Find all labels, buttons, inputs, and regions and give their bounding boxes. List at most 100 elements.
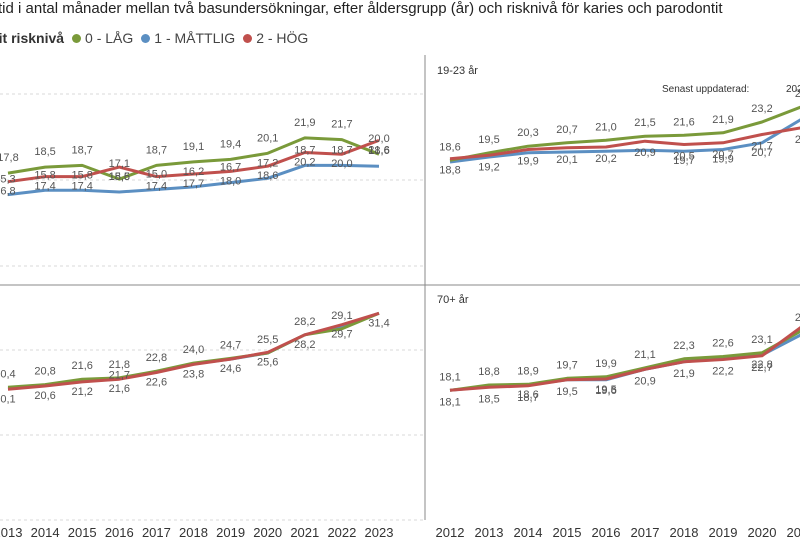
- data-label: 24,0: [183, 344, 204, 356]
- data-label: 17,4: [71, 181, 92, 193]
- data-label: 19,9: [712, 154, 733, 166]
- chart-title: tid i antal månader mellan två basunders…: [0, 0, 723, 17]
- data-label: 22,3: [673, 340, 694, 352]
- data-label: 20,2: [294, 157, 315, 169]
- updated-label: Senast uppdaterad:: [662, 84, 749, 95]
- legend-label-low: 0 - LÅG: [85, 30, 134, 46]
- x-tick-label: 2014: [514, 525, 543, 540]
- x-tick-label: 2018: [179, 525, 208, 540]
- data-label: 21,5: [634, 117, 655, 129]
- data-label: 24,6: [220, 363, 241, 375]
- data-label: 20,6: [34, 390, 55, 402]
- x-tick-label: 2017: [142, 525, 171, 540]
- data-label: 21,7: [109, 370, 130, 382]
- x-tick-label: 2021: [290, 525, 319, 540]
- data-label: 18,1: [439, 396, 460, 408]
- data-label: 20,7: [556, 124, 577, 136]
- data-label: 16,7: [220, 162, 241, 174]
- data-label: 20,2: [595, 153, 616, 165]
- data-label: 22: [795, 134, 800, 146]
- data-label: 20,5: [673, 151, 694, 163]
- data-label: 15,8: [34, 169, 55, 181]
- series-line-top-right-0: [449, 105, 800, 162]
- legend-item-moderate: 1 - MÅTTLIG: [141, 30, 235, 46]
- series-layer: [7, 105, 800, 392]
- data-label: 20,0: [331, 158, 352, 170]
- data-label: 21,9: [673, 368, 694, 380]
- data-label: 19,9: [595, 358, 616, 370]
- data-label: 25: [795, 88, 800, 100]
- x-tick-label: 2019: [709, 525, 738, 540]
- updated-value: 2024: [786, 84, 800, 95]
- series-line-top-left-1: [7, 163, 380, 197]
- legend-dot-moderate-icon: [141, 33, 151, 43]
- legend-heading: tit risknivå: [0, 30, 65, 46]
- x-tick-label: 2022: [327, 525, 356, 540]
- data-label: 17,1: [109, 158, 130, 170]
- data-label: 22,8: [146, 352, 167, 364]
- data-label: 18,7: [331, 144, 352, 156]
- data-label: 15,6: [109, 171, 130, 183]
- data-label: 23,2: [751, 103, 772, 115]
- series-line-top-left-0: [7, 136, 380, 181]
- series-line-bottom-left-2: [7, 311, 380, 391]
- data-label: 19,5: [595, 384, 616, 396]
- data-label: 21,6: [109, 383, 130, 395]
- data-label: 19,7: [556, 359, 577, 371]
- data-label: 22,6: [146, 377, 167, 389]
- data-label: 19,7: [673, 155, 694, 167]
- legend-label-high: 2 - HÖG: [256, 30, 309, 46]
- data-label: 17,2: [257, 157, 278, 169]
- x-tick-label: 2018: [670, 525, 699, 540]
- data-label: 24,7: [220, 339, 241, 351]
- data-label: 18,8: [478, 366, 499, 378]
- legend-label-moderate: 1 - MÅTTLIG: [154, 30, 236, 46]
- legend-item-high: 2 - HÖG: [243, 30, 308, 46]
- data-label: 17,4: [34, 181, 55, 193]
- panel-label-70plus: 70+ år: [437, 294, 469, 306]
- data-label: 20,1: [556, 154, 577, 166]
- x-tick-label: 2016: [592, 525, 621, 540]
- data-label: 18,0: [220, 175, 241, 187]
- data-label: 17,7: [183, 178, 204, 190]
- x-tick-label: 2014: [31, 525, 60, 540]
- data-label: 18,6: [368, 145, 389, 157]
- data-label: 22,8: [751, 359, 772, 371]
- data-label: 0,1: [0, 393, 15, 405]
- data-label: 18,5: [478, 393, 499, 405]
- x-tick-label: 2013: [0, 525, 22, 540]
- data-label: 19,5: [556, 386, 577, 398]
- series-line-bottom-right-2: [449, 326, 800, 392]
- series-line-top-right-2: [449, 126, 800, 161]
- data-label: 19,2: [478, 161, 499, 173]
- data-label: 20,1: [257, 132, 278, 144]
- data-label: 21,2: [71, 386, 92, 398]
- data-label: 20,7: [751, 147, 772, 159]
- data-label: 20,9: [634, 147, 655, 159]
- data-label-layer: 5,3 15,8 15,8 15,6 15,0 16,2 16,7 17,218,7 18,7 1…: [0, 88, 800, 408]
- data-label: 19,4: [220, 138, 241, 150]
- data-label: 23,8: [183, 368, 204, 380]
- x-tick-layer: 2013 2014 2015 2016 2017 2018 2019 2020 2021 2022…: [0, 525, 800, 540]
- data-label: 21,8: [109, 359, 130, 371]
- data-label: 18,9: [517, 365, 538, 377]
- data-label: 18,1: [439, 371, 460, 383]
- data-label: 21,6: [71, 360, 92, 372]
- x-tick-label: 2020: [253, 525, 282, 540]
- legend-dot-high-icon: [243, 33, 253, 43]
- data-label: 22,6: [712, 338, 733, 350]
- data-label: 18,5: [109, 171, 130, 183]
- data-label: 18,5: [34, 146, 55, 158]
- x-tick-label: 2013: [475, 525, 504, 540]
- data-label: 20,0: [368, 133, 389, 145]
- data-label: 20,7: [712, 149, 733, 161]
- data-label: 21,9: [294, 117, 315, 129]
- panel-label-19-23: 19-23 år: [437, 65, 478, 77]
- x-tick-label: 2012: [436, 525, 465, 540]
- data-label: 23,1: [751, 334, 772, 346]
- data-label: 28,2: [294, 316, 315, 328]
- data-label: 25,5: [257, 334, 278, 346]
- data-label: 22,2: [712, 366, 733, 378]
- data-label: 19,9: [517, 156, 538, 168]
